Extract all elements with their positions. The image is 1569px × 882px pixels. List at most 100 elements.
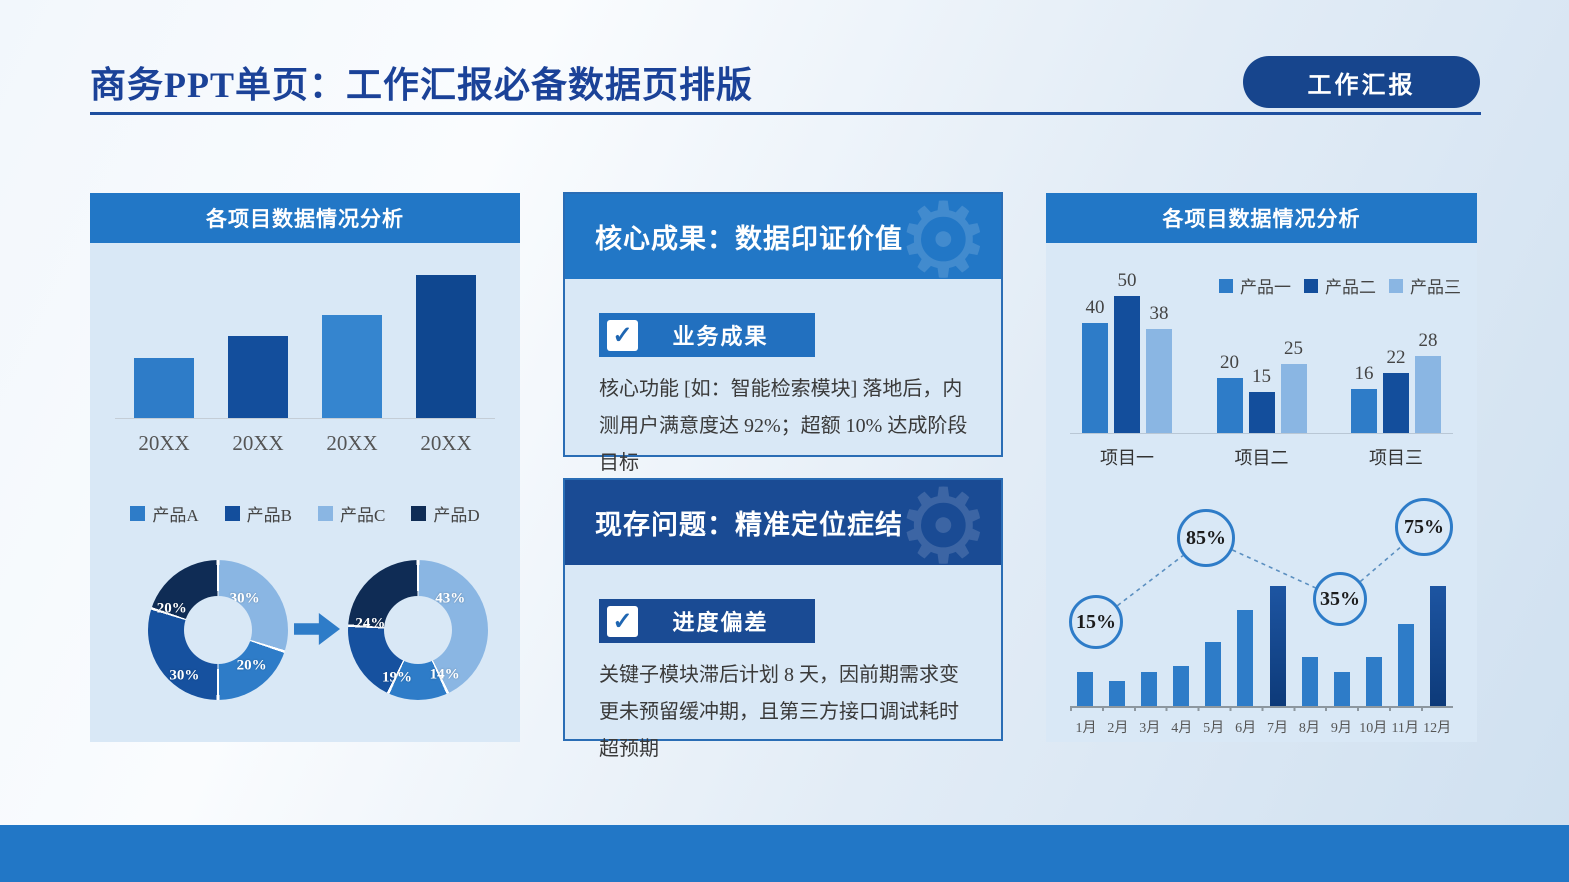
category-label: 项目二 [1234, 448, 1289, 468]
bar [134, 358, 194, 418]
donut-slice-label: 20% [236, 657, 267, 674]
monthly-bar-chart: 1月 2月 3月 4月 5月 6月 7月 8月 9月 10月 11月 12月 [1070, 584, 1453, 737]
bar [1280, 364, 1307, 433]
month-tick-label: 9月 [1330, 721, 1352, 736]
legend-item: 产品一 [1219, 273, 1291, 298]
bar [1366, 657, 1383, 706]
donut-slice-label: 19% [382, 669, 412, 686]
project-grouped-bar-chart: 40 50 38 20 15 25 16 22 28 项目一 项目二 项目三 [1070, 270, 1453, 470]
yearly-x-labels: 20XX 20XX 20XX 20XX [115, 431, 495, 456]
donut-slice-label: 24% [355, 615, 386, 632]
category-label: 项目一 [1100, 448, 1154, 468]
grouped-bars: 40 50 38 20 15 25 16 22 28 [1070, 270, 1453, 433]
product-legend: 产品A 产品B 产品C 产品D [90, 501, 520, 526]
bar-column [1076, 672, 1093, 706]
bar-group-bars: 40 50 38 [1082, 270, 1172, 433]
donut-hole [184, 596, 252, 664]
legend-swatch [1389, 278, 1403, 293]
checkbox-checked[interactable]: ✓ [607, 319, 638, 351]
donut-chart-before: 30% 20% 30% 20% [148, 560, 288, 700]
month-tick-label: 11月 [1391, 721, 1419, 736]
bar [1082, 323, 1108, 433]
bar-column [322, 275, 382, 418]
bar [1415, 356, 1441, 433]
bar [1173, 666, 1190, 706]
callout-15pct: 15% [1069, 595, 1123, 649]
problems-body: ✓ 进度偏差 关键子模块滞后计划 8 天，因前期需求变更未预留缓冲期，且第三方接… [565, 565, 1001, 768]
checkbox-checked[interactable]: ✓ [607, 605, 638, 637]
month-labels: 1月 2月 3月 4月 5月 6月 7月 8月 9月 10月 11月 12月 [1070, 717, 1453, 737]
month-tick-label: 5月 [1203, 721, 1225, 736]
legend-item: 产品B [224, 501, 292, 526]
legend-label: 产品A [152, 506, 199, 525]
arrow-right-icon [294, 613, 340, 645]
right-panel-title: 各项目数据情况分析 [1046, 193, 1477, 243]
month-tick-label: 12月 [1423, 721, 1452, 736]
bar [1205, 642, 1222, 706]
core-results-text: 核心功能 [如：智能检索模块] 落地后，内测用户满意度达 92%；超额 10% … [599, 378, 968, 474]
bar-column: 20 [1216, 352, 1243, 433]
left-panel-title: 各项目数据情况分析 [90, 193, 520, 243]
grouped-category-labels: 项目一 项目二 项目三 [1070, 444, 1453, 470]
callout-35pct: 35% [1313, 572, 1367, 626]
bar [1114, 296, 1140, 433]
monthly-bars [1070, 584, 1453, 706]
bar [1398, 624, 1415, 706]
month-tick-label: 4月 [1171, 721, 1193, 736]
legend-item: 产品A [130, 501, 199, 526]
problems-header: 现存问题：精准定位症结 ⚙ [565, 480, 1001, 565]
right-analysis-panel: 各项目数据情况分析 产品一 产品二 产品三 40 50 38 20 15 25 16 22 28 项… [1046, 193, 1477, 742]
bar-value-label: 38 [1149, 303, 1169, 324]
bar-column [1269, 586, 1286, 706]
legend-swatch [411, 506, 427, 521]
bar-column: 22 [1383, 347, 1409, 433]
x-tick-label: 20XX [420, 431, 472, 455]
bar [228, 336, 288, 418]
callout-85pct: 85% [1177, 509, 1235, 567]
bar-value-label: 20 [1220, 352, 1239, 373]
title-underline [90, 112, 1481, 115]
progress-deviation-button[interactable]: ✓ 进度偏差 [599, 599, 815, 643]
gear-icon: ⚙ [896, 194, 991, 279]
bar-group: 40 50 38 [1082, 270, 1172, 433]
business-results-button[interactable]: ✓ 业务成果 [599, 313, 815, 357]
bar-column: 15 [1248, 366, 1275, 433]
bar [1430, 586, 1447, 706]
yearly-bars [115, 275, 495, 418]
bar-column [1140, 672, 1157, 706]
legend-swatch [318, 506, 333, 521]
x-tick-label: 20XX [138, 431, 190, 455]
bar-value-label: 40 [1085, 297, 1105, 318]
bar [1076, 672, 1093, 706]
x-axis [115, 418, 495, 419]
category-label: 项目三 [1369, 448, 1423, 468]
bar [416, 275, 476, 418]
x-tick-label: 20XX [326, 431, 378, 455]
month-tick-label: 6月 [1235, 721, 1257, 736]
legend-label: 产品二 [1325, 278, 1376, 297]
problems-card: 现存问题：精准定位症结 ⚙ ✓ 进度偏差 关键子模块滞后计划 8 天，因前期需求… [563, 478, 1003, 760]
business-results-label: 业务成果 [672, 324, 769, 349]
bar-value-label: 25 [1284, 338, 1303, 359]
donut-slice-label: 20% [156, 600, 187, 617]
bar [1248, 392, 1275, 433]
month-tick-label: 1月 [1075, 721, 1097, 736]
check-icon: ✓ [612, 607, 633, 635]
report-badge-button[interactable]: 工作汇报 [1243, 56, 1480, 108]
core-results-title: 核心成果：数据印证价值 [595, 224, 903, 254]
bar-column: 40 [1082, 297, 1108, 433]
bar-column: 16 [1351, 363, 1377, 433]
bar-column [1237, 610, 1254, 706]
bar-column [1301, 657, 1318, 706]
month-tick-label: 2月 [1107, 721, 1129, 736]
bar [1140, 672, 1157, 706]
bar [1351, 389, 1377, 433]
bar-column [1333, 672, 1350, 706]
bar-group-bars: 16 22 28 [1351, 271, 1441, 433]
bar-column [1398, 624, 1415, 706]
donut-hole [384, 596, 452, 664]
donut-chart-after: 43% 14% 19% 24% [348, 560, 488, 700]
legend-label: 产品B [246, 506, 292, 525]
bar [1108, 681, 1125, 706]
